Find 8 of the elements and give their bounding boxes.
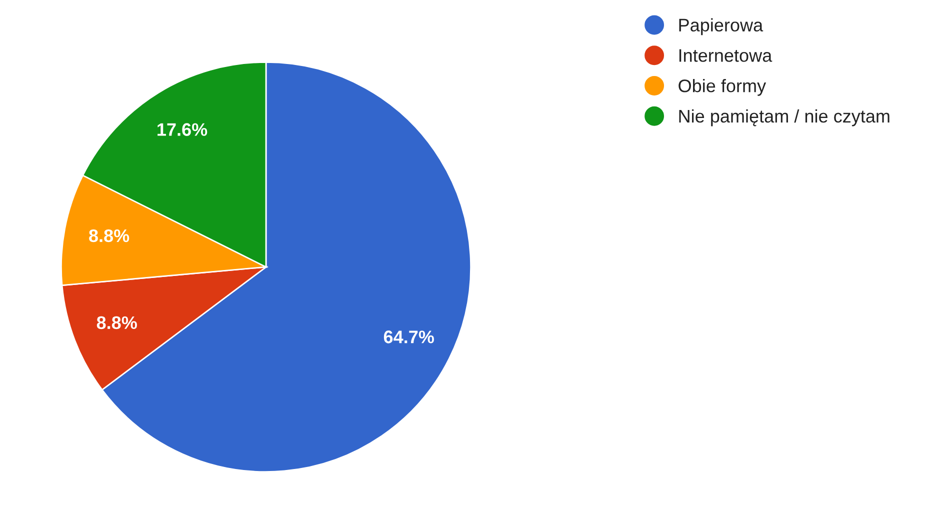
data-label: 64.7% xyxy=(384,330,434,344)
data-label: 8.8% xyxy=(96,316,137,330)
legend-label: Obie formy xyxy=(678,78,766,96)
legend-label: Internetowa xyxy=(679,49,772,62)
legend-label: Nie pamiętam / nie czytam xyxy=(679,109,890,126)
data-label: 8.8% xyxy=(89,229,130,242)
data-label: 17.6% xyxy=(158,123,208,136)
legend-label: Papierowa xyxy=(679,18,764,36)
